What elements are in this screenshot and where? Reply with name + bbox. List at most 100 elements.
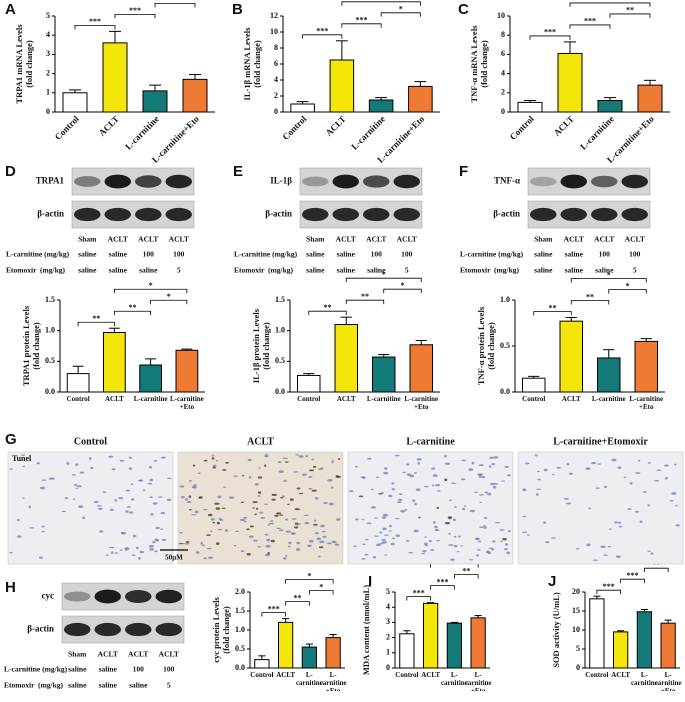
y-tick-label: 0.0 — [235, 663, 245, 672]
micrograph — [177, 451, 344, 565]
bar — [408, 85, 433, 113]
row-cell: 100 — [401, 250, 413, 259]
cell-nucleus — [149, 478, 154, 482]
cell-nucleus — [477, 473, 483, 476]
cell-nucleus — [552, 473, 555, 476]
significance-label: ** — [129, 303, 137, 312]
panel-letter: B — [232, 1, 243, 18]
cell-nucleus — [108, 455, 114, 458]
blot-band — [332, 174, 359, 189]
row-label: Etomoxir (mg/kg) — [234, 266, 294, 275]
group-label: ACLT — [594, 235, 614, 244]
significance-label: ** — [549, 303, 557, 312]
x-tick-label-box: L-carnitine +Eto — [404, 395, 438, 411]
cell-nucleus — [281, 495, 286, 498]
bar — [372, 356, 396, 393]
cell-nucleus — [477, 548, 481, 551]
significance-bracket — [308, 590, 334, 595]
significance-label: * — [401, 281, 405, 290]
cell-nucleus — [408, 552, 414, 554]
panel-letter: F — [459, 163, 468, 180]
cell-nucleus — [233, 475, 238, 477]
cell-nucleus — [282, 457, 288, 459]
cell-nucleus — [337, 458, 341, 460]
cell-nucleus — [296, 548, 301, 551]
cell-nucleus — [444, 462, 450, 465]
cell-nucleus — [483, 525, 486, 527]
cell-nucleus — [623, 476, 627, 479]
cell-nucleus — [41, 530, 45, 533]
cell-nucleus — [417, 461, 420, 465]
cell-nucleus — [398, 493, 403, 495]
cell-nucleus — [279, 497, 284, 499]
significance-label: *** — [316, 27, 328, 36]
cell-nucleus — [395, 534, 401, 537]
cell-nucleus — [478, 464, 484, 467]
cell-nucleus — [586, 543, 591, 547]
bar — [517, 101, 543, 113]
cell-nucleus — [283, 479, 287, 483]
cell-nucleus — [320, 467, 324, 470]
blot-band — [621, 174, 648, 189]
significance-label: *** — [544, 28, 556, 37]
cell-nucleus — [147, 482, 153, 485]
blot-band — [74, 207, 101, 222]
cell-nucleus — [61, 510, 66, 513]
cell-nucleus — [478, 494, 484, 496]
x-tick-label-box: L-carnitine — [592, 395, 626, 403]
cell-nucleus — [495, 521, 501, 524]
row-cell: saline — [78, 250, 97, 259]
cell-nucleus — [650, 552, 654, 555]
significance-label: ** — [652, 560, 660, 569]
y-axis-label: TRPA1 mRNA Levels — [14, 24, 24, 104]
panel-letter: A — [5, 1, 16, 18]
cell-nucleus — [249, 525, 255, 528]
cell-nucleus — [360, 476, 366, 478]
x-tick-label: ACLT — [276, 671, 296, 679]
row-cell: 100 — [133, 665, 145, 674]
cell-nucleus — [421, 552, 425, 555]
significance-bracket — [302, 34, 343, 39]
blot-band — [94, 622, 121, 637]
cell-nucleus — [211, 454, 215, 457]
x-tick-label: ACLT — [552, 114, 576, 138]
significance-bracket — [608, 289, 647, 294]
cell-nucleus — [195, 551, 200, 554]
cell-nucleus — [48, 477, 54, 480]
cell-nucleus — [82, 516, 86, 520]
bar — [62, 92, 88, 113]
cell-nucleus — [96, 505, 103, 507]
cell-nucleus — [137, 556, 141, 560]
x-tick-label: L-carnitine — [578, 114, 616, 152]
y-tick-label: 1.5 — [235, 606, 245, 615]
y-tick-label: 5 — [576, 644, 580, 653]
significance-bracket — [406, 596, 432, 601]
stain-label: Tunel — [12, 454, 32, 463]
cell-nucleus — [366, 522, 372, 525]
cell-nucleus — [125, 510, 129, 513]
blot-band — [64, 591, 91, 602]
cell-nucleus — [615, 555, 621, 558]
significance-label: * — [607, 270, 611, 279]
cell-nucleus — [588, 507, 591, 510]
cell-nucleus — [154, 538, 159, 541]
y-tick-label: 10 — [572, 625, 580, 634]
cell-nucleus — [179, 531, 183, 534]
cell-nucleus — [422, 549, 427, 553]
blot-band — [560, 174, 587, 189]
cell-nucleus — [395, 517, 400, 520]
cell-nucleus — [206, 534, 211, 536]
bar — [297, 374, 321, 393]
blot-band — [165, 174, 192, 189]
y-axis-label: TRPA1 protein Levels — [21, 305, 31, 386]
x-tick-label-box: Control — [250, 671, 273, 679]
cell-nucleus — [293, 526, 299, 529]
cell-nucleus — [428, 539, 432, 543]
panel-letter: D — [5, 163, 16, 180]
cell-nucleus — [412, 499, 416, 502]
y-tick-label: 2 — [274, 91, 278, 100]
cell-nucleus — [543, 468, 548, 472]
group-label: Sham — [78, 235, 97, 244]
cell-nucleus — [595, 487, 600, 489]
x-tick-label-box: Control — [585, 671, 608, 679]
